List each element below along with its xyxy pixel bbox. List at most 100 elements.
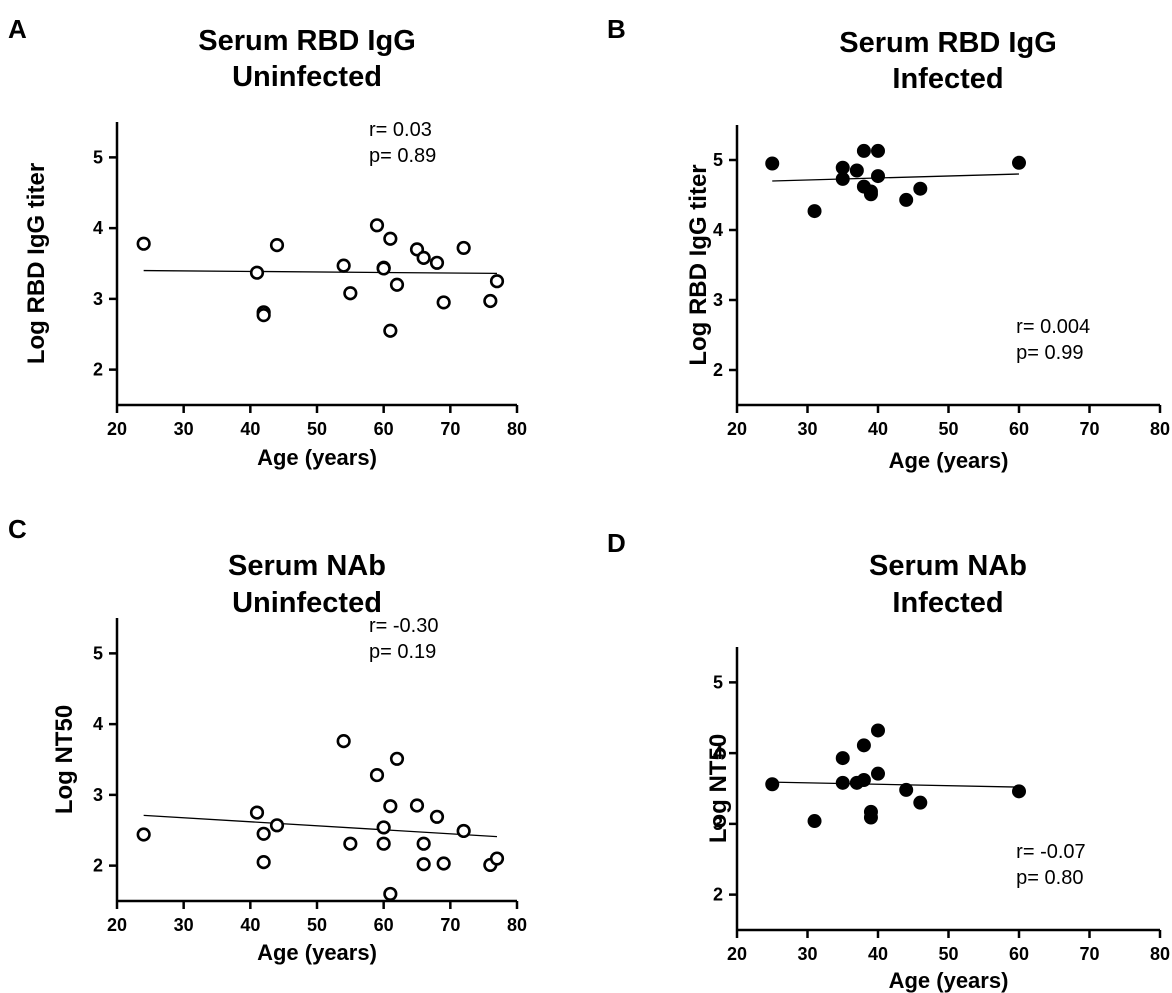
- x-tick-label: 40: [868, 419, 888, 439]
- data-point: [913, 795, 928, 810]
- data-point: [863, 810, 878, 825]
- data-point: [389, 751, 405, 766]
- y-tick-label: 4: [713, 743, 723, 763]
- x-tick-label: 60: [374, 915, 394, 935]
- regression-line: [772, 781, 1020, 788]
- data-point: [835, 171, 850, 186]
- x-tick-label: 30: [174, 915, 194, 935]
- data-point: [256, 826, 271, 841]
- y-tick-label: 2: [93, 856, 103, 876]
- data-point: [871, 723, 885, 738]
- x-tick-label: 20: [727, 944, 747, 964]
- data-point: [336, 258, 351, 273]
- y-tick-label: 3: [93, 289, 103, 309]
- x-tick-label: 80: [1150, 419, 1170, 439]
- x-tick-label: 20: [107, 419, 127, 439]
- chart-title: Serum RBD IgG: [839, 27, 1057, 59]
- data-point: [1012, 155, 1026, 170]
- data-point: [269, 238, 285, 253]
- data-point: [383, 886, 398, 902]
- panel-b: B Serum RBD IgG Infected 20 30 40 50 60 70 80 2 3 4 5…: [607, 14, 1170, 473]
- data-point: [376, 261, 391, 276]
- x-tick-label: 60: [374, 419, 394, 439]
- y-axis-label: Log RBD IgG titer: [23, 163, 50, 364]
- data-point: [765, 156, 780, 171]
- data-point: [136, 236, 151, 251]
- chart-subtitle: Uninfected: [232, 587, 382, 619]
- x-tick-label: 50: [938, 419, 958, 439]
- data-point: [249, 265, 265, 280]
- data-point: [376, 836, 391, 851]
- y-tick-label: 2: [713, 885, 723, 905]
- data-point: [343, 286, 358, 301]
- panel-a: A Serum RBD IgG Uninfected 20 30 40 50 60 70 80 2 3…: [8, 14, 527, 470]
- data-point: [835, 751, 850, 766]
- x-tick-label: 80: [507, 419, 527, 439]
- data-point: [489, 274, 505, 289]
- data-point: [456, 240, 471, 256]
- data-point: [136, 827, 151, 842]
- x-tick-label: 30: [797, 944, 817, 964]
- data-point: [416, 836, 431, 851]
- data-point: [856, 143, 871, 158]
- data-point: [336, 734, 351, 749]
- x-tick-label: 80: [1150, 944, 1170, 964]
- data-point: [383, 323, 398, 338]
- data-point: [256, 854, 271, 870]
- regression-line: [143, 269, 498, 275]
- x-tick-label: 30: [797, 419, 817, 439]
- data-point: [436, 295, 451, 310]
- data-point: [269, 818, 285, 833]
- x-tick-label: 60: [1009, 419, 1029, 439]
- x-tick-label: 70: [1079, 944, 1099, 964]
- y-axis-label: Log NT50: [705, 734, 732, 843]
- y-tick-label: 3: [713, 290, 723, 310]
- data-point: [429, 809, 445, 824]
- y-tick-label: 3: [713, 814, 723, 834]
- panel-letter: C: [8, 514, 27, 544]
- x-tick-label: 70: [1079, 419, 1099, 439]
- data-point: [369, 767, 385, 783]
- data-point: [416, 250, 431, 265]
- correlation-r: r= 0.004: [1016, 316, 1090, 338]
- data-point: [409, 798, 425, 813]
- x-tick-label: 20: [727, 419, 747, 439]
- y-tick-label: 2: [93, 360, 103, 380]
- y-tick-label: 4: [93, 218, 103, 238]
- data-point: [436, 856, 451, 871]
- x-tick-label: 20: [107, 915, 127, 935]
- y-tick-label: 4: [713, 220, 723, 240]
- data-point: [899, 782, 914, 797]
- data-point: [863, 187, 878, 202]
- chart-subtitle: Infected: [892, 63, 1003, 95]
- data-point: [416, 857, 431, 872]
- x-tick-label: 70: [440, 915, 460, 935]
- panel-letter: D: [607, 528, 626, 558]
- data-point: [913, 181, 928, 196]
- data-point: [343, 836, 358, 851]
- data-point: [871, 169, 885, 184]
- y-tick-label: 5: [713, 150, 723, 170]
- data-point: [765, 777, 780, 792]
- y-tick-label: 5: [713, 672, 723, 692]
- chart-subtitle: Uninfected: [232, 61, 382, 93]
- x-tick-label: 80: [507, 915, 527, 935]
- data-point: [849, 163, 864, 178]
- chart-subtitle: Infected: [892, 587, 1003, 619]
- x-tick-label: 70: [440, 419, 460, 439]
- data-point: [835, 775, 850, 790]
- x-tick-label: 50: [938, 944, 958, 964]
- data-point: [249, 805, 265, 820]
- x-tick-label: 40: [240, 915, 260, 935]
- data-point: [856, 773, 871, 788]
- x-axis-label: Age (years): [889, 968, 1009, 993]
- y-axis-label: Log RBD IgG titer: [685, 164, 712, 365]
- correlation-r: r= 0.03: [369, 119, 432, 141]
- data-point: [807, 814, 822, 829]
- panel-letter: A: [8, 14, 27, 44]
- correlation-p: p= 0.80: [1016, 867, 1083, 889]
- x-axis-label: Age (years): [257, 445, 377, 470]
- chart-title: Serum NAb: [228, 550, 386, 582]
- data-point: [429, 255, 445, 270]
